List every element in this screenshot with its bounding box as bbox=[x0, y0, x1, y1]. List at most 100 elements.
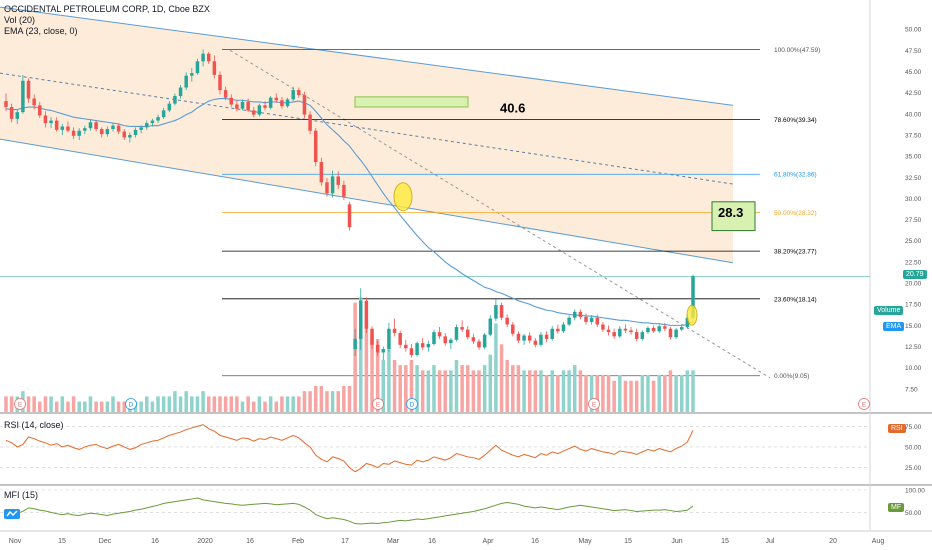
ema-badge: EMA bbox=[883, 322, 905, 331]
volume-bar bbox=[663, 375, 667, 412]
candle-body bbox=[111, 125, 115, 130]
volume-bar bbox=[66, 401, 70, 412]
volume-bar bbox=[38, 401, 42, 412]
symbol-title[interactable]: OCCIDENTAL PETROLEUM CORP, 1D, Cboe BZX bbox=[4, 4, 210, 14]
candle-body bbox=[674, 329, 678, 338]
time-tick-label: Jul bbox=[766, 538, 775, 545]
mfi-line bbox=[5, 497, 694, 525]
time-tick-label: 2020 bbox=[197, 538, 213, 545]
candle-body bbox=[71, 130, 76, 136]
volume-bar bbox=[297, 396, 301, 412]
rsi-badge: RSI bbox=[888, 424, 906, 433]
volume-bar bbox=[556, 375, 560, 412]
highlight-ellipse bbox=[393, 182, 413, 212]
fib-level-label: 38.20%(23.77) bbox=[774, 249, 817, 256]
candle-body bbox=[460, 327, 464, 330]
candle-body bbox=[43, 115, 48, 124]
volume-bar bbox=[426, 370, 431, 412]
volume-bar bbox=[105, 401, 110, 412]
price-tick-label: 12.50 bbox=[905, 344, 922, 351]
volume-bar bbox=[432, 365, 436, 412]
volume-bar bbox=[167, 396, 172, 412]
price-tick-label: 45.00 bbox=[905, 69, 922, 76]
candle-body bbox=[184, 75, 188, 88]
candle-body bbox=[398, 332, 402, 345]
volume-bar bbox=[291, 396, 295, 412]
price-candles bbox=[4, 49, 695, 361]
candle-body bbox=[404, 344, 408, 349]
candle-body bbox=[370, 328, 374, 345]
volume-bar bbox=[212, 396, 217, 412]
candle-body bbox=[26, 80, 31, 99]
price-tick-label: 20.00 bbox=[905, 281, 922, 288]
candle-body bbox=[167, 103, 172, 111]
volume-bar bbox=[685, 370, 690, 412]
rsi-line bbox=[5, 424, 694, 473]
candle-body bbox=[263, 105, 267, 108]
candle-body bbox=[505, 317, 509, 325]
event-marker-icon bbox=[125, 398, 137, 410]
time-tick-label: Jun bbox=[671, 538, 682, 545]
candle-body bbox=[432, 332, 436, 344]
time-tick-label: 16 bbox=[246, 538, 254, 545]
candle-body bbox=[573, 311, 577, 318]
volume-bar bbox=[398, 365, 402, 412]
candle-body bbox=[347, 204, 352, 228]
candle-body bbox=[274, 97, 279, 101]
mfi-badge: MF bbox=[888, 503, 905, 512]
rsi-legend[interactable]: RSI (14, close) bbox=[4, 420, 64, 430]
fib-level-label: 100.00%(47.59) bbox=[774, 47, 820, 54]
volume-bar bbox=[336, 391, 340, 412]
candle-body bbox=[60, 126, 65, 130]
ema-legend[interactable]: EMA (23, close, 0) bbox=[4, 26, 78, 36]
volume-bar bbox=[274, 401, 279, 412]
time-tick-label: Apr bbox=[483, 538, 495, 545]
volume-bar bbox=[595, 375, 600, 412]
volume-bar bbox=[43, 396, 48, 412]
target-value-upper: 40.6 bbox=[500, 101, 525, 116]
volume-bar bbox=[71, 396, 76, 412]
fib-level-label: 0.00%(9.05) bbox=[774, 373, 809, 380]
rsi-tick-label: 25.00 bbox=[905, 465, 922, 472]
candle-body bbox=[15, 112, 20, 119]
volume-bar bbox=[511, 365, 515, 412]
volume-legend[interactable]: Vol (20) bbox=[4, 15, 36, 25]
volume-bar bbox=[195, 396, 200, 412]
candle-body bbox=[54, 120, 59, 130]
time-tick-label: Aug bbox=[872, 538, 885, 545]
volume-bar bbox=[618, 375, 622, 412]
candle-body bbox=[381, 349, 386, 353]
mfi-tick-label: 50.00 bbox=[905, 510, 922, 517]
time-tick-label: 15 bbox=[721, 538, 729, 545]
candle-body bbox=[454, 327, 459, 340]
chart-legend: OCCIDENTAL PETROLEUM CORP, 1D, Cboe BZX … bbox=[4, 4, 210, 37]
candle-body bbox=[466, 329, 470, 338]
mfi-legend[interactable]: MFI (15) bbox=[4, 490, 39, 500]
time-tick-label: Nov bbox=[9, 538, 22, 545]
volume-bar bbox=[415, 365, 419, 412]
volume-bar bbox=[145, 396, 149, 412]
volume-bar bbox=[522, 370, 526, 412]
candle-body bbox=[285, 99, 290, 107]
volume-bar bbox=[156, 396, 160, 412]
volume-bar bbox=[229, 396, 233, 412]
event-marker-label: E bbox=[862, 402, 867, 409]
candle-body bbox=[173, 96, 177, 104]
candle-body bbox=[212, 61, 217, 75]
volume-bar bbox=[235, 396, 239, 412]
volume-bar bbox=[544, 375, 549, 412]
candle-body bbox=[544, 334, 549, 339]
candle-body bbox=[302, 95, 307, 115]
volume-bar bbox=[161, 396, 166, 412]
candle-body bbox=[651, 327, 656, 332]
candle-body bbox=[685, 317, 690, 328]
candle-body bbox=[353, 338, 357, 350]
tradingview-logo-icon[interactable] bbox=[4, 506, 20, 524]
volume-bar bbox=[634, 380, 639, 412]
volume-bar bbox=[646, 375, 650, 412]
event-marker-icon bbox=[14, 398, 26, 410]
candle-body bbox=[325, 182, 329, 194]
candle-body bbox=[9, 107, 14, 119]
volume-bar bbox=[32, 396, 36, 412]
